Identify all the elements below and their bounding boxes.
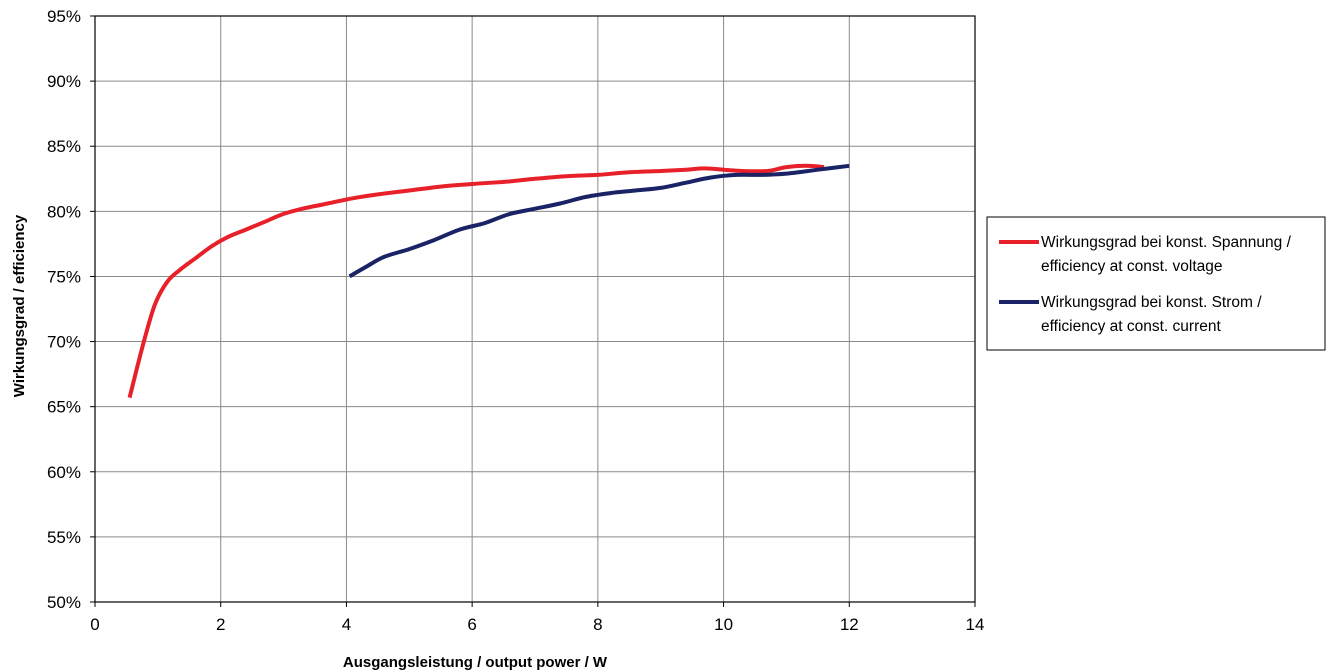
x-tick-label: 4 [342, 615, 351, 634]
y-tick-label: 50% [47, 593, 81, 612]
legend-label-const-current: Wirkungsgrad bei konst. Strom / [1041, 294, 1262, 311]
x-tick-label: 0 [90, 615, 99, 634]
legend: Wirkungsgrad bei konst. Spannung / effici… [986, 216, 1326, 351]
y-tick-label: 80% [47, 202, 81, 221]
y-tick-label: 70% [47, 333, 81, 352]
x-tick-label: 6 [467, 615, 476, 634]
series-lines [127, 163, 850, 399]
y-tick-label: 90% [47, 72, 81, 91]
legend-label-const-current: efficiency at const. current [1041, 318, 1221, 335]
y-tick-label: 65% [47, 398, 81, 417]
x-tick-label: 14 [966, 615, 985, 634]
y-tick-label: 75% [47, 267, 81, 286]
y-tick-label: 85% [47, 137, 81, 156]
x-tick-label: 8 [593, 615, 602, 634]
x-tick-label: 12 [840, 615, 859, 634]
y-tick-label: 95% [47, 7, 81, 26]
legend-label-const-voltage: Wirkungsgrad bei konst. Spannung / [1041, 234, 1292, 251]
axis-ticks: 50% 55% 60% 65% 70% 75% 80% 85% 90% 95% 0 2 4 6 8 10 12 1… [47, 7, 984, 634]
plot-frame [94, 15, 976, 603]
gridlines [95, 16, 975, 602]
series-line-const-voltage [127, 163, 825, 399]
legend-label-const-voltage: efficiency at const. voltage [1041, 258, 1223, 275]
y-axis-title: Wirkungsgrad / efficiency [11, 214, 28, 397]
x-tick-label: 2 [216, 615, 225, 634]
series-line-const-current [348, 163, 850, 279]
y-tick-label: 55% [47, 528, 81, 547]
x-tick-label: 10 [714, 615, 733, 634]
legend-box [986, 216, 1326, 351]
x-axis-title: Ausgangsleistung / output power / W [343, 654, 608, 671]
plot-area [95, 16, 975, 602]
y-tick-label: 60% [47, 463, 81, 482]
